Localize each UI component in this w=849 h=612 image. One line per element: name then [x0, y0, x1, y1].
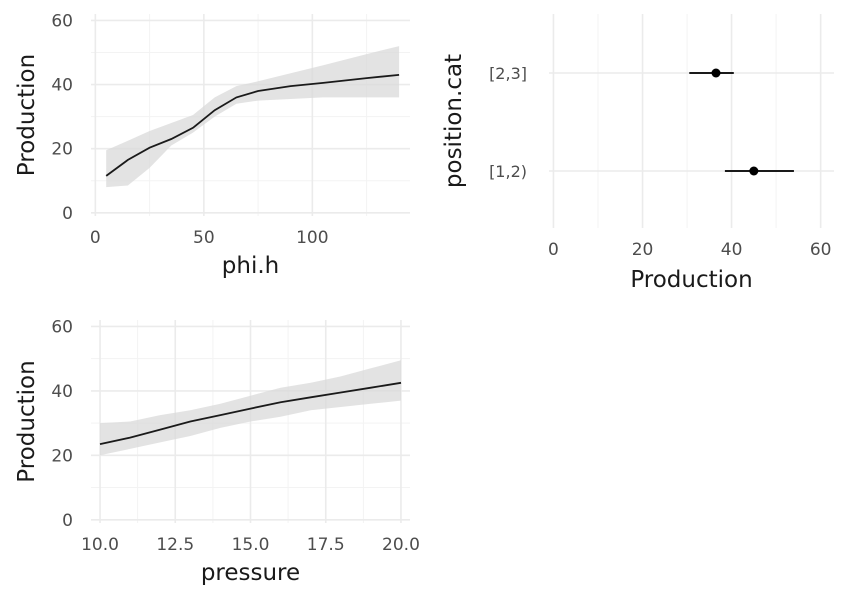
x-tick-label: 60	[810, 240, 832, 260]
panel-phi-h: 0 20 40 60 0 50 100 phi.h Production	[14, 11, 410, 279]
grid	[91, 14, 410, 216]
fit-line	[99, 381, 402, 445]
x-tick-label: 20	[632, 240, 654, 260]
y-tick-label: 20	[51, 446, 73, 466]
x-tick-label: 0	[548, 240, 559, 260]
x-tick-label: 20.0	[382, 535, 420, 555]
x-tick-label: 40	[721, 240, 743, 260]
y-tick-label: 40	[51, 382, 73, 402]
panel-position-cat: [1,2) [2,3] 0 20 40 60 Production position.cat	[441, 14, 834, 293]
x-tick-label: 50	[193, 228, 215, 248]
y-category-label: [1,2)	[489, 162, 527, 181]
x-tick-label: 10.0	[81, 535, 119, 555]
x-axis-title: pressure	[201, 560, 300, 586]
y-axis-title: Production	[14, 54, 40, 176]
estimate-point	[749, 166, 759, 176]
x-tick-label: 0	[90, 228, 101, 248]
x-tick-label: 17.5	[307, 535, 345, 555]
y-tick-label: 0	[62, 511, 73, 531]
y-tick-label: 20	[51, 140, 73, 160]
y-tick-label: 40	[51, 76, 73, 96]
y-tick-label: 60	[51, 317, 73, 337]
x-tick-label: 15.0	[232, 535, 270, 555]
y-tick-label: 60	[51, 11, 73, 31]
y-category-label: [2,3]	[489, 64, 527, 83]
confidence-band	[106, 46, 400, 188]
x-axis-title: Production	[630, 267, 752, 293]
y-axis-title: position.cat	[441, 54, 467, 188]
x-axis-title: phi.h	[222, 253, 279, 279]
estimate-point	[711, 68, 721, 78]
panel-pressure: 0 20 40 60 10.0 12.5 15.0 17.5 20.0 pressure Produ…	[14, 317, 420, 586]
fit-line	[105, 74, 400, 177]
y-tick-label: 0	[62, 204, 73, 224]
x-tick-label: 12.5	[156, 535, 194, 555]
grid	[549, 14, 834, 228]
y-axis-title: Production	[14, 360, 40, 482]
x-tick-label: 100	[296, 228, 328, 248]
